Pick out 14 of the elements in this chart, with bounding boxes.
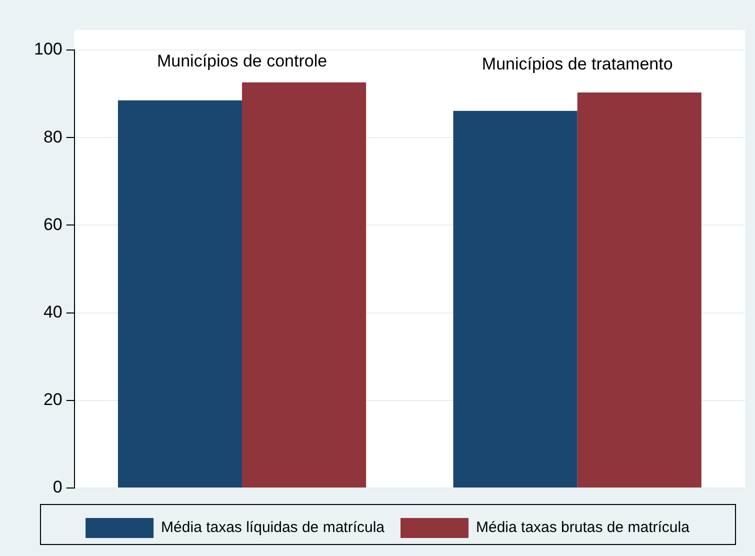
y-tick-label: 60	[43, 214, 62, 234]
bar	[242, 82, 366, 488]
legend-label: Média taxas brutas de matrícula	[476, 519, 690, 536]
legend-label: Média taxas líquidas de matrícula	[161, 519, 386, 536]
y-tick-label: 0	[52, 478, 62, 497]
bar	[118, 100, 242, 488]
x-tick-label: Municípios de tratamento	[482, 54, 673, 74]
bar	[577, 92, 702, 488]
y-tick-label: 20	[43, 390, 62, 410]
y-tick-label: 80	[43, 127, 62, 146]
x-tick-label: Municípios de controle	[156, 52, 328, 71]
y-tick-label: 100	[34, 40, 62, 59]
y-tick-label: 40	[43, 302, 62, 322]
bar	[453, 110, 578, 488]
